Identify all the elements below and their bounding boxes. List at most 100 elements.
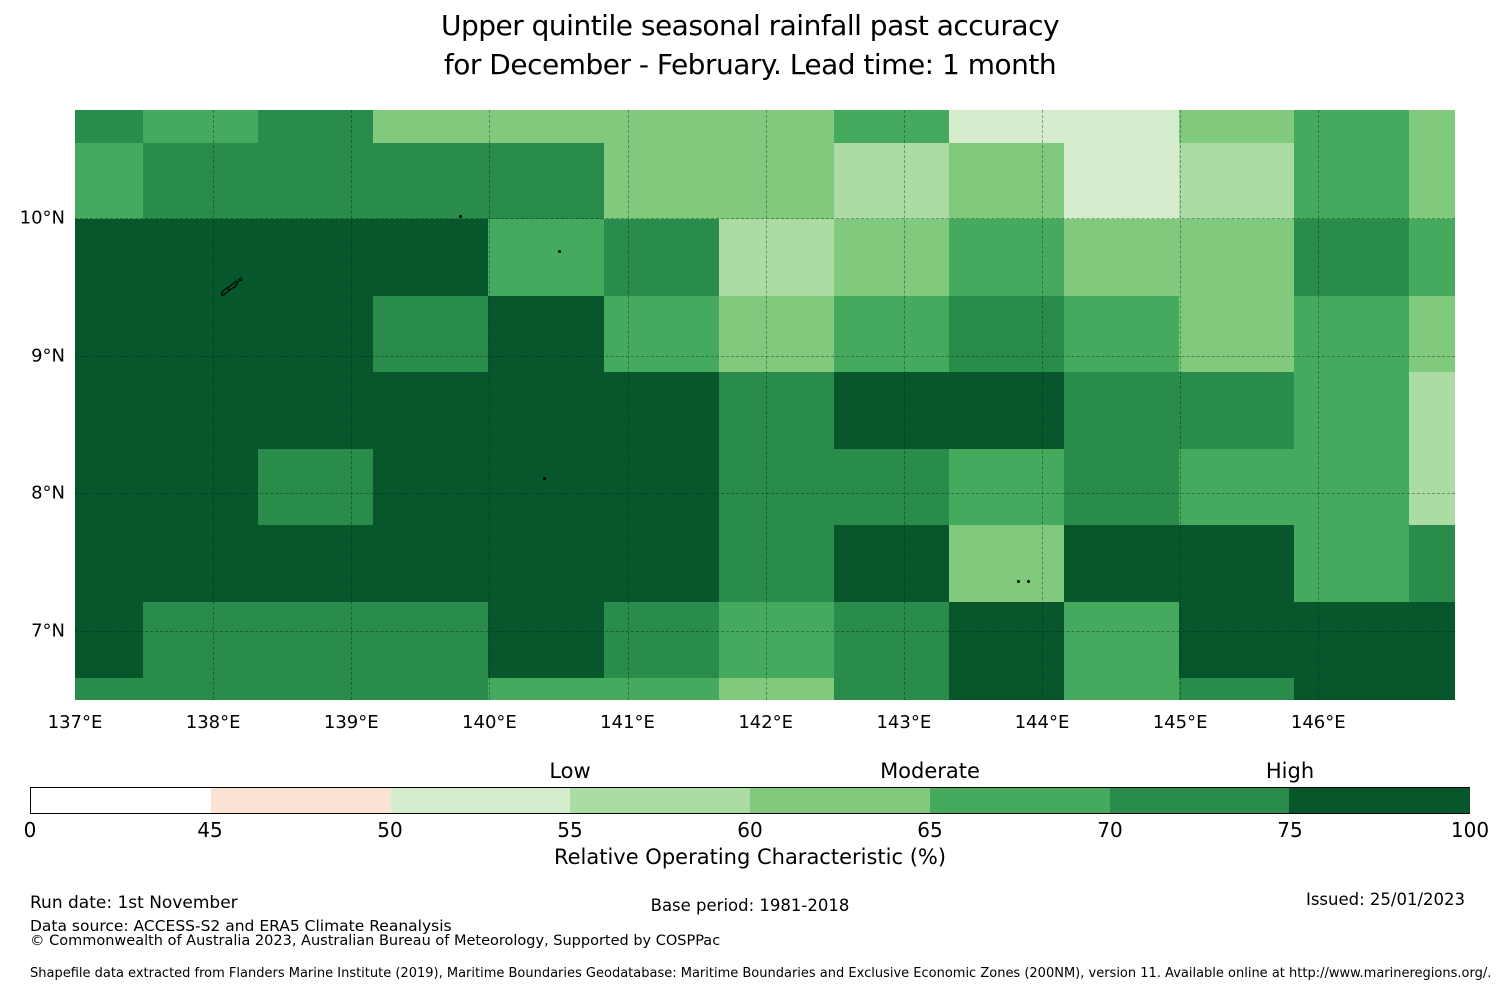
- heatmap-cell: [1179, 601, 1295, 679]
- heatmap-cell: [603, 525, 720, 603]
- colorbar-segment: [210, 788, 392, 813]
- heatmap-cell: [948, 296, 1065, 373]
- heatmap-cell: [1064, 110, 1180, 144]
- heatmap-cell: [603, 372, 720, 450]
- heatmap-cell: [1064, 143, 1180, 220]
- heatmap-cell: [1294, 448, 1410, 526]
- colorbar-band-label: Low: [549, 759, 591, 783]
- heatmap-cell: [948, 143, 1065, 220]
- heatmap-cell: [1294, 525, 1410, 603]
- heatmap-cell: [373, 372, 489, 450]
- gridline-vertical: [1180, 110, 1182, 700]
- colorbar-tick-label: 45: [197, 818, 223, 842]
- heatmap-cell: [373, 219, 489, 297]
- heatmap-cell: [833, 143, 950, 220]
- colorbar-band-label: Moderate: [880, 759, 980, 783]
- colorbar-segment: [31, 788, 212, 813]
- heatmap-cell: [718, 448, 835, 526]
- heatmap-cell: [75, 372, 144, 450]
- heatmap-cell: [258, 678, 374, 701]
- heatmap-cell: [1294, 296, 1410, 373]
- colorbar-segment: [570, 788, 751, 813]
- colorbar-segment: [750, 788, 931, 813]
- heatmap-cell: [488, 678, 604, 701]
- heatmap-cell: [948, 448, 1065, 526]
- islet-dot: [1016, 580, 1020, 584]
- y-tick-label: 7°N: [31, 620, 65, 642]
- heatmap-cell: [833, 219, 950, 297]
- heatmap-cell: [718, 525, 835, 603]
- heatmap-cell: [718, 110, 835, 144]
- heatmap-cell: [1294, 678, 1410, 701]
- heatmap-cell: [258, 372, 374, 450]
- heatmap-cell: [718, 601, 835, 679]
- gridline-vertical: [351, 110, 353, 700]
- heatmap-cell: [143, 296, 259, 373]
- colorbar-tick-label: 0: [23, 818, 37, 842]
- heatmap-cell: [373, 296, 489, 373]
- heatmap-cell: [143, 372, 259, 450]
- heatmap-cell: [1294, 110, 1410, 144]
- footer-copyright: © Commonwealth of Australia 2023, Austra…: [30, 933, 721, 949]
- footer-data-source: Data source: ACCESS-S2 and ERA5 Climate …: [30, 917, 452, 935]
- gridline-horizontal: [75, 355, 1455, 357]
- heatmap-cell: [1064, 678, 1180, 701]
- x-tick-label: 142°E: [738, 712, 794, 733]
- heatmap-cell: [258, 296, 374, 373]
- island-outline: [219, 275, 245, 303]
- heatmap-cell: [948, 525, 1065, 603]
- heatmap-cell: [1064, 601, 1180, 679]
- y-tick-label: 9°N: [31, 345, 65, 367]
- heatmap-cell: [833, 678, 950, 701]
- islet-dot: [458, 215, 462, 219]
- heatmap-cell: [1409, 372, 1456, 450]
- heatmap-cell: [75, 296, 144, 373]
- heatmap-cell: [488, 296, 604, 373]
- heatmap-cell: [258, 525, 374, 603]
- heatmap-cell: [258, 601, 374, 679]
- heatmap-cell: [833, 448, 950, 526]
- footer-issued: Issued: 25/01/2023: [1305, 890, 1465, 909]
- heatmap-cell: [373, 143, 489, 220]
- heatmap-cell: [1409, 219, 1456, 297]
- heatmap-cell: [718, 219, 835, 297]
- heatmap-cell: [373, 110, 489, 144]
- heatmap-cell: [948, 219, 1065, 297]
- heatmap-cell: [258, 448, 374, 526]
- heatmap-cell: [258, 110, 374, 144]
- heatmap-cell: [1409, 143, 1456, 220]
- y-tick-label: 8°N: [31, 482, 65, 504]
- footer-shapefile-note: Shapefile data extracted from Flanders M…: [30, 966, 1492, 981]
- heatmap-cell: [373, 601, 489, 679]
- heatmap-cell: [603, 110, 720, 144]
- heatmap-cell: [718, 372, 835, 450]
- heatmap-cell: [75, 678, 144, 701]
- heatmap-cell: [1409, 678, 1456, 701]
- heatmap-cell: [603, 448, 720, 526]
- gridline-horizontal: [75, 631, 1455, 633]
- heatmap-cell: [373, 448, 489, 526]
- heatmap-cell: [948, 372, 1065, 450]
- heatmap-cell: [603, 219, 720, 297]
- heatmap-cell: [603, 143, 720, 220]
- heatmap-cell: [143, 143, 259, 220]
- heatmap-cell: [373, 678, 489, 701]
- heatmap-cell: [1409, 110, 1456, 144]
- heatmap-cell: [1179, 448, 1295, 526]
- colorbar-segment: [390, 788, 571, 813]
- islet-dot: [543, 476, 547, 480]
- x-tick-label: 146°E: [1290, 712, 1346, 733]
- heatmap-cell: [1179, 678, 1295, 701]
- heatmap-cell: [718, 143, 835, 220]
- heatmap-cell: [948, 678, 1065, 701]
- heatmap-cell: [1294, 143, 1410, 220]
- heatmap-cell: [718, 296, 835, 373]
- heatmap-cell: [833, 372, 950, 450]
- y-tick-label: 10°N: [19, 207, 65, 229]
- colorbar-tick-label: 50: [377, 818, 403, 842]
- heatmap-cell: [1409, 601, 1456, 679]
- heatmap-cell: [1179, 143, 1295, 220]
- chart-title: Upper quintile seasonal rainfall past ac…: [0, 6, 1500, 84]
- gridline-vertical: [627, 110, 629, 700]
- heatmap-cell: [833, 296, 950, 373]
